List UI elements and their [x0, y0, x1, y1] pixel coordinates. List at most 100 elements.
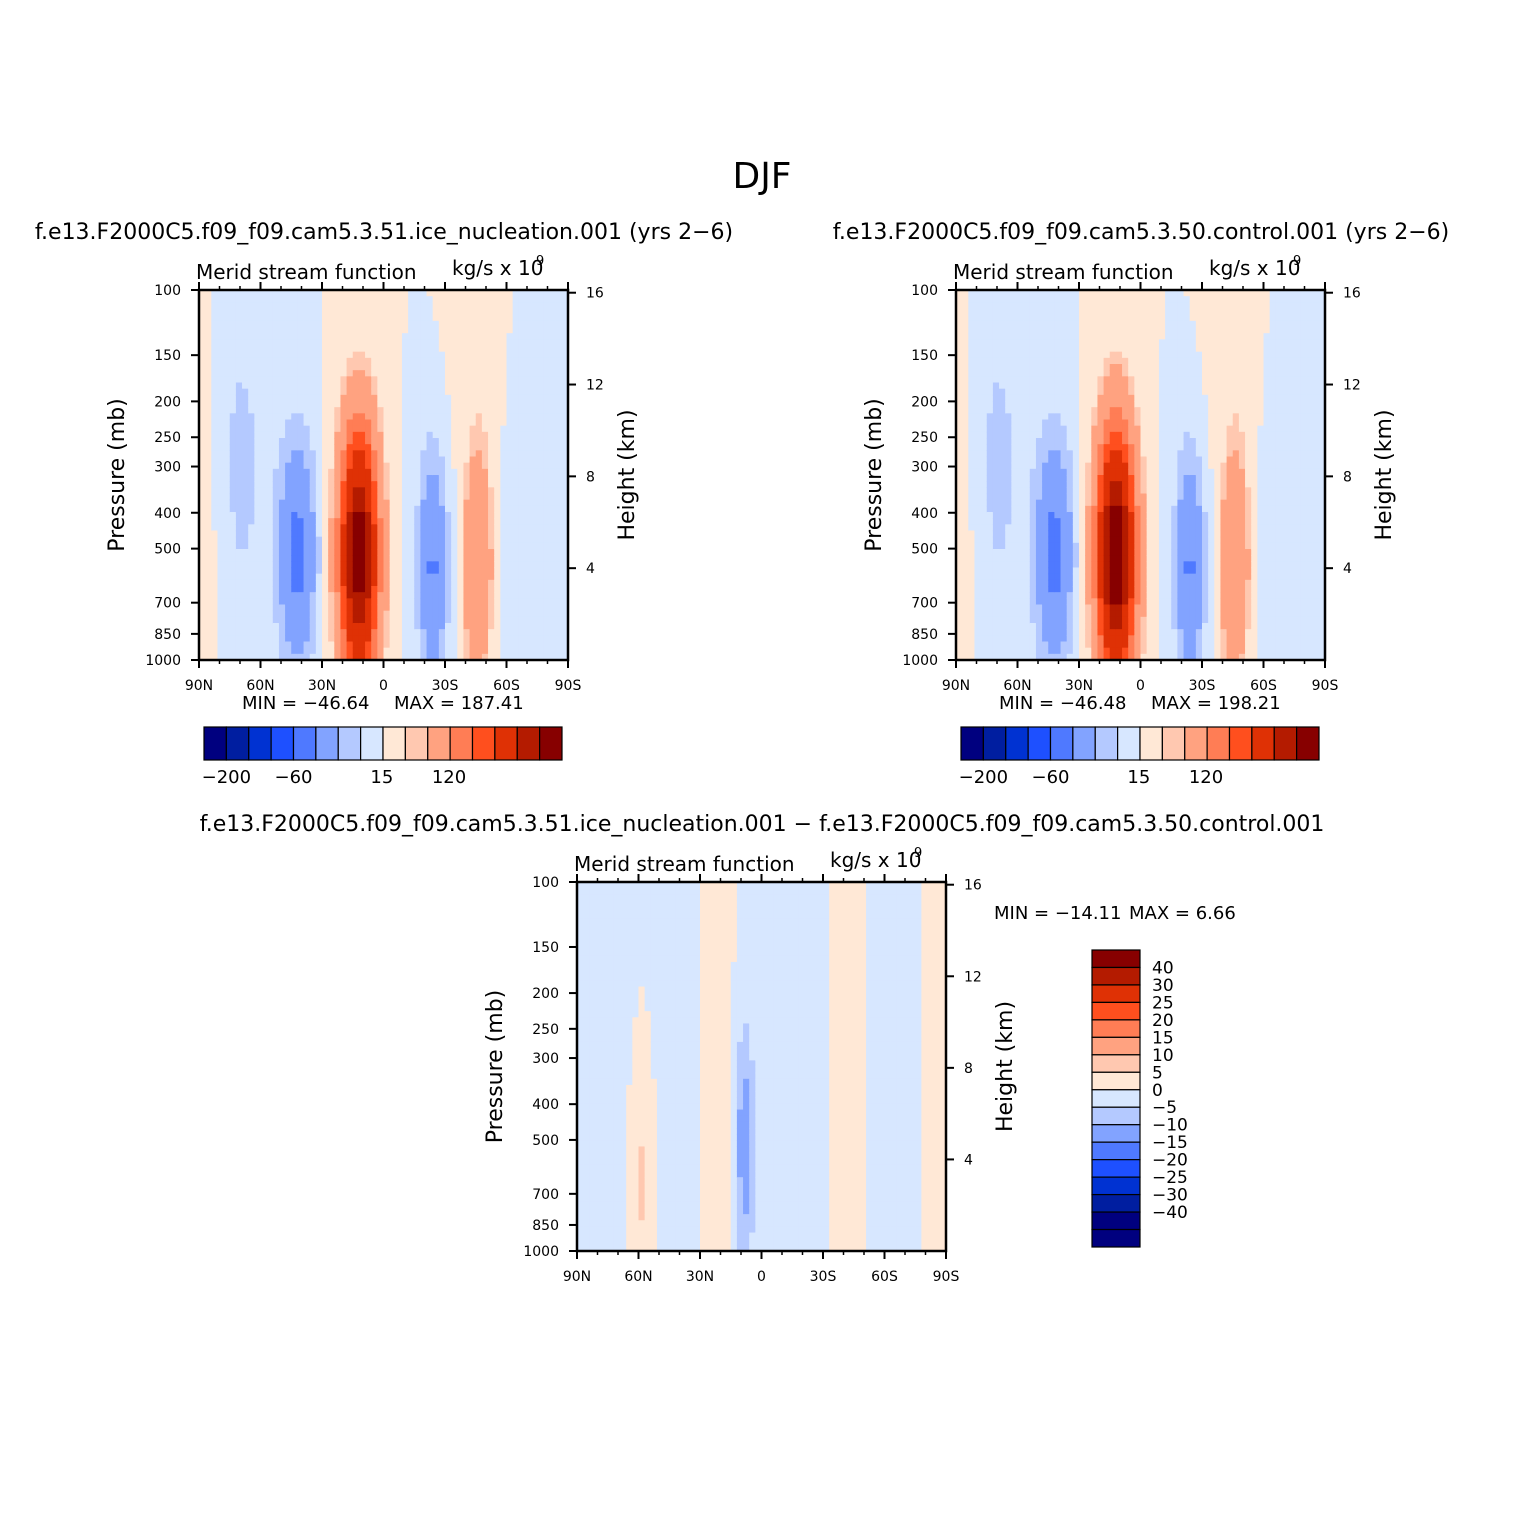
field-cell	[555, 629, 563, 636]
field-cell	[414, 339, 421, 347]
field-cell	[211, 364, 219, 371]
field-cell	[426, 462, 434, 470]
field-cell	[980, 567, 988, 575]
field-cell	[500, 444, 508, 451]
field-cell	[1023, 616, 1031, 624]
field-cell	[278, 444, 286, 451]
field-cell	[205, 413, 212, 421]
field-cell	[266, 302, 274, 310]
field-cell	[1085, 314, 1092, 322]
field-cell	[260, 647, 268, 655]
field-cell	[346, 468, 354, 476]
field-cell	[248, 376, 255, 384]
field-cell	[328, 327, 335, 334]
field-cell	[500, 475, 508, 482]
field-cell	[999, 388, 1006, 396]
field-cell	[512, 468, 520, 476]
field-cell	[980, 653, 988, 661]
field-cell	[1029, 542, 1037, 550]
field-cell	[217, 475, 225, 482]
field-cell	[217, 425, 225, 433]
field-cell	[992, 388, 1000, 396]
field-cell	[389, 314, 397, 322]
field-cell	[414, 635, 421, 643]
field-cell	[205, 592, 212, 599]
field-cell	[531, 290, 538, 297]
field-cell	[986, 290, 994, 297]
field-cell	[555, 419, 563, 427]
field-cell	[1023, 579, 1031, 587]
field-cell	[254, 370, 262, 377]
field-cell	[260, 468, 268, 476]
field-cell	[1048, 592, 1055, 599]
field-cell	[254, 493, 262, 501]
field-cell	[506, 296, 514, 303]
field-cell	[451, 357, 458, 365]
field-cell	[205, 481, 212, 488]
field-cell	[531, 487, 538, 495]
field-cell	[1029, 499, 1037, 507]
field-cell	[266, 623, 274, 630]
field-cell	[1048, 339, 1055, 347]
field-cell	[322, 333, 329, 340]
field-cell	[383, 542, 391, 550]
field-cell	[346, 653, 354, 661]
field-cell	[1042, 623, 1049, 630]
field-cell	[986, 388, 994, 396]
field-cell	[365, 419, 372, 427]
field-cell	[420, 592, 428, 599]
field-cell	[962, 456, 969, 464]
field-cell	[223, 357, 231, 365]
field-cell	[962, 592, 969, 599]
field-cell	[451, 314, 458, 322]
field-cell	[1011, 376, 1019, 384]
field-cell	[481, 481, 489, 488]
field-cell	[555, 320, 563, 328]
field-cell	[1048, 536, 1055, 544]
field-cell	[309, 438, 317, 445]
field-cell	[1054, 456, 1062, 464]
field-cell	[315, 320, 323, 328]
field-cell	[561, 555, 569, 562]
field-cell	[1035, 629, 1043, 636]
field-cell	[1060, 481, 1068, 488]
field-cell	[352, 530, 360, 538]
field-cell	[340, 647, 348, 655]
field-cell	[297, 555, 305, 562]
field-cell	[1017, 357, 1025, 365]
field-cell	[481, 388, 489, 396]
field-cell	[199, 549, 206, 556]
field-cell	[211, 302, 219, 310]
field-cell	[322, 351, 329, 359]
field-cell	[211, 592, 219, 599]
field-cell	[254, 647, 262, 655]
field-cell	[334, 493, 342, 501]
field-cell	[980, 555, 988, 562]
field-cell	[438, 351, 446, 359]
field-cell	[352, 345, 360, 353]
field-cell	[242, 592, 249, 599]
field-cell	[266, 333, 274, 340]
field-cell	[377, 475, 385, 482]
field-cell	[358, 290, 366, 297]
field-cell	[518, 567, 526, 575]
field-cell	[1060, 431, 1068, 439]
field-cell	[408, 357, 415, 365]
field-cell	[986, 394, 994, 402]
field-cell	[445, 468, 452, 476]
field-cell	[494, 413, 501, 421]
field-cell	[1060, 314, 1068, 322]
field-cell	[1060, 444, 1068, 451]
field-cell	[980, 542, 988, 550]
field-cell	[266, 616, 274, 624]
field-cell	[956, 653, 963, 661]
field-cell	[469, 456, 477, 464]
field-cell	[980, 629, 988, 636]
field-cell	[438, 616, 446, 624]
field-cell	[254, 314, 262, 322]
field-cell	[1066, 364, 1074, 371]
field-cell	[272, 308, 280, 316]
field-cell	[968, 499, 976, 507]
field-cell	[352, 493, 360, 501]
field-cell	[506, 401, 514, 408]
